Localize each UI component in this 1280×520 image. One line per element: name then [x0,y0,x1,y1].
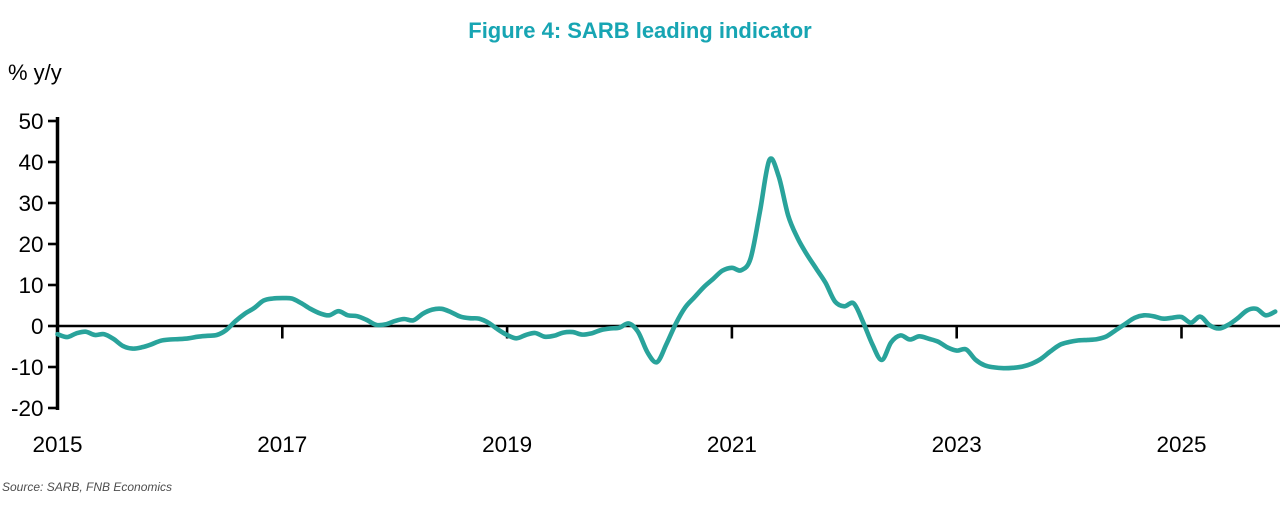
x-tick-label: 2017 [257,432,307,457]
y-tick-label: -20 [11,396,44,421]
y-tick-label: 10 [18,273,43,298]
y-tick-label: 20 [18,232,43,257]
x-tick-label: 2023 [932,432,982,457]
x-tick-label: 2021 [707,432,757,457]
y-axis-unit-label: % y/y [8,60,62,85]
y-tick-label: 30 [18,191,43,216]
chart-title: Figure 4: SARB leading indicator [468,18,812,43]
source-note: Source: SARB, FNB Economics [2,480,173,494]
y-tick-label: 0 [31,314,44,339]
x-tick-label: 2019 [482,432,532,457]
y-tick-label: 40 [18,150,43,175]
x-tick-label: 2025 [1156,432,1206,457]
indicator-line-series [55,156,1278,371]
x-tick-label: 2015 [32,432,82,457]
y-tick-label: 50 [18,109,43,134]
y-tick-label: -10 [11,355,44,380]
